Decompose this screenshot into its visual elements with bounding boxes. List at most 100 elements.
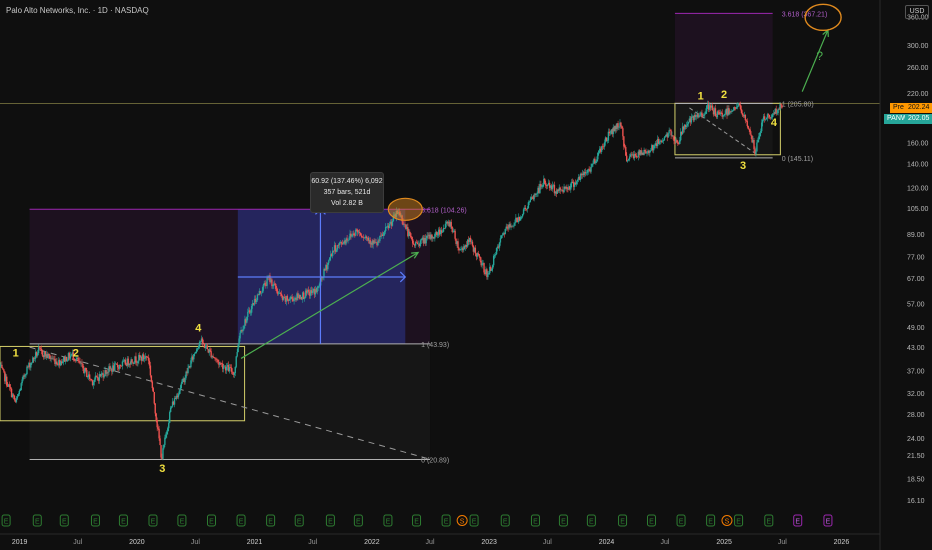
- candle-body: [601, 146, 604, 147]
- candle-body: [624, 146, 626, 148]
- earnings-marker-label: E: [679, 519, 684, 526]
- candle-body: [678, 143, 680, 145]
- candle-body: [701, 112, 703, 116]
- candle-body: [35, 352, 38, 356]
- candle-body: [4, 371, 6, 382]
- candle-body: [9, 387, 12, 389]
- candle-body: [88, 374, 91, 379]
- candle-body: [588, 169, 590, 170]
- time-tick-label: 2022: [364, 539, 380, 546]
- candle-body: [531, 197, 533, 199]
- candle-body: [184, 377, 186, 383]
- candle-body: [614, 126, 616, 132]
- candle-body: [437, 234, 439, 236]
- candle-body: [667, 133, 669, 138]
- candle-body: [581, 173, 584, 176]
- trendline-dashed-right: [689, 107, 755, 154]
- candle-body: [216, 359, 218, 361]
- candle-body: [755, 151, 757, 155]
- candle-body: [778, 108, 780, 110]
- candle-body: [723, 115, 725, 116]
- candle-body: [30, 363, 32, 368]
- candle-body: [249, 310, 251, 313]
- candle-body: [92, 382, 95, 386]
- candle-body: [131, 359, 133, 363]
- earnings-marker-label: E: [386, 519, 391, 526]
- trajectory-arrow-left: [240, 251, 419, 359]
- earnings-marker-label: E: [620, 519, 625, 526]
- candle-body: [254, 298, 257, 302]
- candle-body: [81, 362, 83, 364]
- candle-body: [600, 148, 602, 152]
- candle-body: [666, 134, 668, 138]
- price-tick-label: 89.00: [907, 232, 925, 239]
- candle-body: [657, 138, 660, 144]
- candle-body: [265, 285, 267, 286]
- earnings-marker: [706, 514, 716, 527]
- candle-body: [34, 352, 37, 359]
- candle-body: [111, 368, 113, 372]
- candle-body: [519, 217, 522, 221]
- candle-body: [535, 193, 537, 195]
- candle-body: [503, 233, 505, 235]
- candle-body: [190, 360, 192, 368]
- candle-body: [747, 126, 749, 130]
- candle-body: [380, 235, 382, 237]
- candle-body: [461, 248, 463, 250]
- candle-body: [296, 293, 298, 300]
- candle-body: [710, 105, 713, 108]
- candle-body: [444, 223, 447, 229]
- candle-body: [411, 237, 413, 240]
- candle-body: [713, 108, 716, 115]
- candle-body: [443, 227, 446, 229]
- candle-body: [774, 108, 776, 114]
- candle-body: [492, 265, 494, 269]
- candle-body: [14, 399, 17, 402]
- candle-body: [630, 154, 633, 156]
- candle-body: [67, 353, 70, 361]
- candle-body: [230, 367, 233, 372]
- earnings-marker-label: E: [708, 519, 713, 526]
- candle-body: [524, 207, 527, 210]
- currency-button[interactable]: USD: [905, 5, 929, 19]
- candle-body: [508, 224, 510, 229]
- candle-body: [608, 131, 611, 134]
- candle-body: [506, 226, 508, 228]
- candle-body: [295, 297, 297, 300]
- candle-body: [245, 319, 247, 323]
- target-ellipse-left: [387, 197, 423, 221]
- candle-body: [276, 291, 279, 294]
- last-price-label: 202.05: [905, 114, 932, 124]
- candle-body: [150, 375, 153, 382]
- candle-body: [767, 114, 770, 115]
- candle-body: [558, 187, 560, 191]
- candle-body: [212, 356, 214, 357]
- candle-body: [65, 356, 68, 362]
- candle-body: [672, 135, 674, 137]
- candle-body: [411, 239, 414, 244]
- candle-body: [365, 236, 368, 239]
- candle-body: [462, 248, 464, 251]
- candle-body: [456, 241, 458, 244]
- time-tick-label: 2019: [12, 539, 28, 546]
- question-mark-label: ?: [816, 49, 823, 63]
- candle-body: [644, 149, 646, 152]
- candle-body: [246, 317, 248, 323]
- price-tick-label: 140.00: [907, 161, 929, 168]
- candle-body: [422, 237, 424, 244]
- earnings-marker: [618, 514, 628, 527]
- candle-body: [665, 134, 667, 137]
- candle-body: [606, 140, 609, 142]
- candle-body: [337, 245, 340, 246]
- candle-body: [313, 288, 316, 295]
- candle-body: [146, 357, 149, 358]
- candle-body: [239, 332, 241, 339]
- candle-body: [688, 118, 691, 122]
- candle-body: [214, 358, 216, 359]
- candle-body: [366, 237, 369, 239]
- candle-body: [281, 295, 284, 300]
- price-tick-label: 77.00: [907, 254, 925, 261]
- candle-body: [33, 357, 35, 359]
- candle-body: [189, 365, 191, 368]
